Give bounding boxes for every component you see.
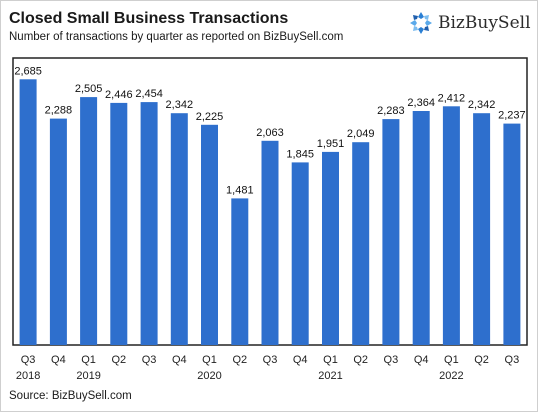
- value-label-2: 2,505: [75, 83, 103, 95]
- bar-5: [170, 113, 188, 345]
- x-tick-label-5: Q4: [172, 354, 187, 366]
- x-tick-label-14: Q1: [444, 354, 459, 366]
- value-label-8: 2,063: [256, 127, 284, 139]
- bar-0: [19, 79, 37, 346]
- x-tick-label-9: Q4: [293, 354, 308, 366]
- value-label-7: 1,481: [226, 184, 254, 196]
- value-label-11: 2,049: [347, 128, 375, 140]
- bar-2: [80, 97, 98, 345]
- x-tick-label-6: Q1: [202, 354, 217, 366]
- bars-group: [19, 79, 521, 346]
- value-label-0: 2,685: [14, 65, 42, 77]
- bar-12: [382, 119, 400, 345]
- x-tick-label-0: Q3: [21, 354, 36, 366]
- bizbuysell-logo: BizBuySell: [409, 9, 531, 37]
- x-tick-label-11: Q2: [353, 354, 368, 366]
- value-label-1: 2,288: [45, 105, 73, 117]
- bar-8: [261, 140, 279, 345]
- bar-15: [473, 113, 491, 345]
- year-label-0: 2018: [16, 370, 40, 382]
- x-tick-label-7: Q2: [232, 354, 247, 366]
- bar-3: [110, 102, 128, 346]
- value-label-3: 2,446: [105, 89, 133, 101]
- value-label-4: 2,454: [135, 88, 163, 100]
- bar-10: [322, 151, 339, 345]
- chart-title: Closed Small Business Transactions: [9, 10, 289, 27]
- bar-9: [291, 162, 309, 345]
- x-tick-label-10: Q1: [323, 354, 338, 366]
- value-label-5: 2,342: [166, 99, 194, 111]
- x-tick-label-1: Q4: [51, 354, 66, 366]
- value-label-12: 2,283: [377, 105, 405, 117]
- x-tick-label-2: Q1: [81, 354, 96, 366]
- bar-6: [201, 124, 218, 345]
- bar-14: [442, 106, 460, 345]
- year-labels-group: 2018 2019 2020 2021 2022: [16, 370, 464, 382]
- x-tick-label-15: Q2: [474, 354, 489, 366]
- x-tick-labels-group: Q3 Q4 Q1 Q2 Q3 Q4 Q1 Q2 Q3 Q4 Q1 Q2 Q3 Q4 Q1 Q2 Q3: [21, 354, 519, 366]
- value-label-6: 2,225: [196, 111, 224, 123]
- x-tick-label-3: Q2: [111, 354, 126, 366]
- x-tick-label-4: Q3: [142, 354, 157, 366]
- bar-1: [49, 118, 67, 345]
- value-label-9: 1,845: [286, 148, 314, 160]
- chart-subtitle: Number of transactions by quarter as rep…: [9, 31, 344, 43]
- bar-16: [503, 123, 521, 345]
- year-label-2: 2020: [197, 370, 221, 382]
- year-label-3: 2021: [318, 370, 342, 382]
- bar-13: [412, 111, 430, 345]
- x-tick-label-13: Q4: [414, 354, 429, 366]
- x-tick-label-8: Q3: [263, 354, 278, 366]
- logo-text: BizBuySell: [438, 13, 531, 33]
- year-label-1: 2019: [76, 370, 100, 382]
- source-note: Source: BizBuySell.com: [9, 390, 132, 402]
- value-label-16: 2,237: [498, 110, 526, 122]
- bizbuysell-logo-icon: [410, 12, 432, 34]
- bar-7: [231, 198, 249, 345]
- value-label-13: 2,364: [407, 97, 435, 109]
- year-label-4: 2022: [439, 370, 463, 382]
- x-tick-label-12: Q3: [384, 354, 399, 366]
- value-label-15: 2,342: [468, 99, 496, 111]
- bar-4: [140, 102, 158, 345]
- bar-11: [352, 142, 370, 345]
- x-tick-label-16: Q3: [505, 354, 520, 366]
- value-label-14: 2,412: [438, 92, 466, 104]
- value-label-10: 1,951: [317, 138, 345, 150]
